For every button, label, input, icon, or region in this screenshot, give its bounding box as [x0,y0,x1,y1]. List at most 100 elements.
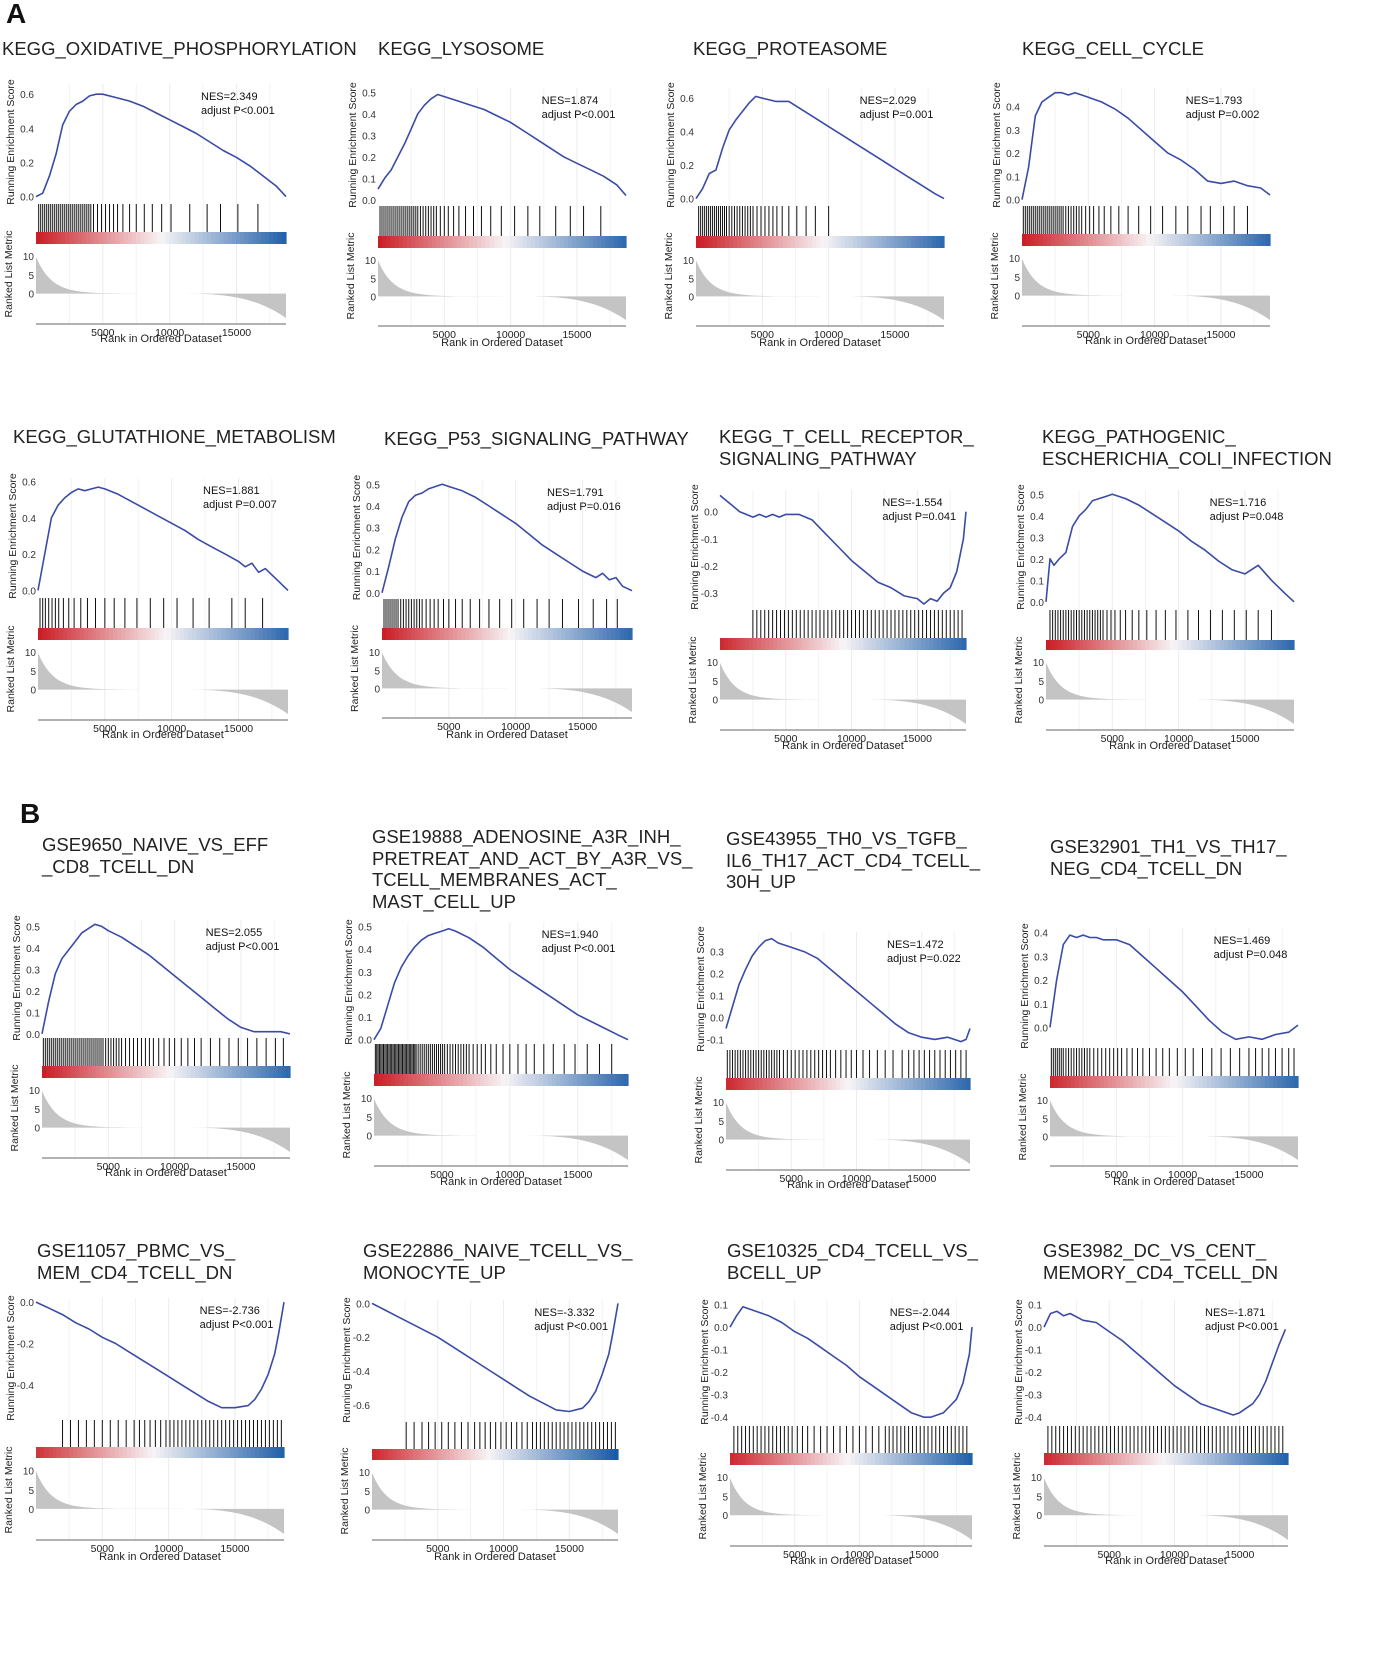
rank-heat-cell [258,628,264,640]
rank-heat-cell [861,236,867,248]
rank-heat-cell [955,1453,961,1465]
rank-heat-cell [458,1074,464,1086]
rank-heat-cell [1207,640,1212,650]
panel-label-a: A [6,0,27,29]
x-tick-label: 5000 [783,1549,807,1561]
rank-heat-cell [275,1447,281,1458]
rank-heat-cell [1224,234,1230,246]
rank-heat-cell [261,232,266,244]
x-axis-label: Rank in Ordered Dataset [440,1176,562,1188]
rank-heat-cell [1186,1453,1191,1465]
rank-heat-cell [1125,234,1131,246]
rank-heat-cell [61,232,66,244]
x-axis-label: Rank in Ordered Dataset [782,740,904,752]
rank-heat-cell [44,232,50,244]
es-axis-label: Running Enrichment Score [341,1297,353,1423]
rank-heat-cell [838,1453,844,1465]
rank-heat-cell [125,628,131,640]
rank-heat-cell [810,638,815,650]
rank-heat-cell [799,236,805,248]
rank-heat-cell [1255,1453,1261,1465]
rank-heat-cell [623,1074,629,1086]
rank-heat-cell [265,1066,270,1078]
rank-heat-cell [462,1449,467,1460]
rank-heat-cell [1170,1453,1175,1465]
rank-heat-cell [925,638,930,650]
rank-heat-cell [848,236,854,248]
rank-heat-cell [559,236,565,248]
plot-title: MONOCYTE_UP [363,1261,506,1283]
rank-heat-cell [73,232,79,244]
es-tick-label: 0.4 [366,502,380,513]
rank-heat-cell [263,628,268,640]
rank-heat-cell [143,1447,149,1458]
es-tick-label: 0.0 [710,1014,724,1025]
ranked-metric-area [730,1478,972,1540]
rank-heat-cell [156,232,162,244]
x-tick-label: 5000 [93,723,117,735]
nes-value: NES=1.881 [203,485,260,497]
nes-value: NES=1.469 [1214,935,1271,947]
rank-heat-cell [777,638,783,650]
nes-value: NES=1.940 [542,929,599,941]
rank-heat-cell [778,236,784,248]
rank-heat-cell [906,236,912,248]
rank-heat-cell [211,232,216,244]
rank-heat-cell [1140,1076,1146,1088]
rank-heat-cell [62,1066,68,1078]
rank-heat-cell [1210,1453,1216,1465]
rank-heat-cell [806,638,811,650]
rank-heat-cell [863,638,869,650]
rank-heat-cell [168,1447,173,1458]
es-axis-label: Running Enrichment Score [11,915,23,1041]
rank-heat-cell [1100,234,1106,246]
rank-heat-cell [83,1066,89,1078]
rank-heat-cell [1087,640,1093,650]
rank-heat-cell [1222,1453,1228,1465]
rank-heat-cell [1182,1076,1187,1088]
rank-heat-cell [823,1078,829,1090]
rank-heat-cell [435,236,441,248]
metric-axis-label: Ranked List Metric [663,233,675,320]
rank-heat-cell [534,1074,540,1086]
es-tick-label: -0.4 [711,1413,729,1424]
es-tick-label: -0.2 [1025,1368,1043,1379]
es-axis-label: Running Enrichment Score [1019,923,1031,1049]
rank-heat-cell [432,628,437,640]
rank-heat-cell [828,236,833,248]
rank-heat-cell [913,1078,918,1090]
rank-heat-cell [1107,1076,1113,1088]
rank-heat-cell [1174,1453,1179,1465]
rank-heat-cell [742,1453,747,1465]
rank-heat-cell [1136,1076,1142,1088]
es-tick-label: 0.1 [710,992,724,1003]
rank-heat-cell [556,1449,562,1460]
rank-heat-cell [1236,1076,1241,1088]
rank-heat-cell [1072,1453,1078,1465]
rank-heat-cell [1067,234,1073,246]
rank-heat-cell [279,1447,285,1458]
es-tick-label: 0.0 [1030,598,1044,609]
rank-heat-cell [157,1066,163,1078]
rank-heat-cell [1058,1076,1063,1088]
rank-heat-cell [1267,1453,1273,1465]
rank-heat-cell [532,628,537,640]
es-tick-label: 0.1 [366,567,380,578]
rank-heat-cell [1169,1076,1175,1088]
rank-heat-cell [424,1074,430,1086]
metric-axis-label: Ranked List Metric [693,1077,705,1164]
rank-heat-cell [217,628,222,640]
rank-heat-cell [511,628,516,640]
rank-heat-cell [556,1074,561,1086]
rank-heat-cell [592,236,598,248]
rank-heat-cell [417,1449,422,1460]
x-tick-label: 10000 [814,329,843,341]
rank-heat-cell [582,628,587,640]
metric-tick-label: 0 [364,1506,370,1517]
rank-heat-cell [161,1066,167,1078]
rank-heat-cell [1170,640,1175,650]
adjusted-p-value: adjust P<0.001 [1205,1321,1279,1333]
rank-heat-cell [1149,1076,1154,1088]
rank-heat-cell [749,236,755,248]
